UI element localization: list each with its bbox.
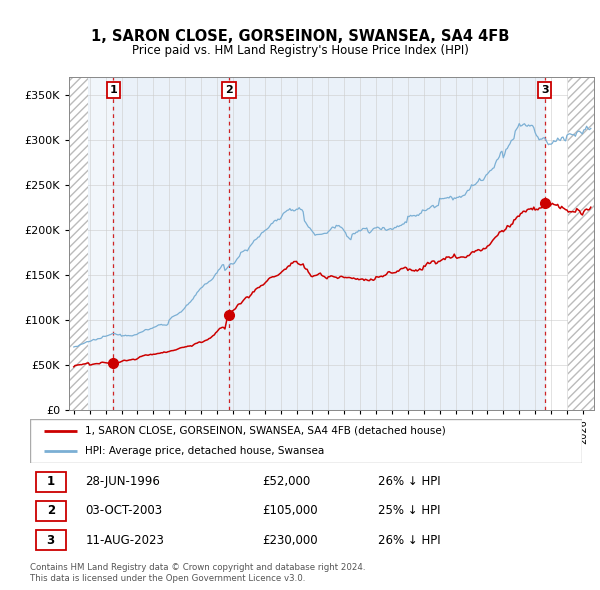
Bar bbox=[35, 471, 66, 491]
Bar bbox=[88, 77, 113, 410]
Bar bbox=[35, 530, 66, 550]
Text: 1: 1 bbox=[110, 85, 117, 95]
Text: 1, SARON CLOSE, GORSEINON, SWANSEA, SA4 4FB: 1, SARON CLOSE, GORSEINON, SWANSEA, SA4 … bbox=[91, 29, 509, 44]
Text: 03-OCT-2003: 03-OCT-2003 bbox=[85, 504, 163, 517]
Text: £105,000: £105,000 bbox=[262, 504, 317, 517]
Text: 28-JUN-1996: 28-JUN-1996 bbox=[85, 475, 160, 488]
Bar bbox=[229, 77, 545, 410]
Text: 25% ↓ HPI: 25% ↓ HPI bbox=[378, 504, 440, 517]
Text: 26% ↓ HPI: 26% ↓ HPI bbox=[378, 534, 440, 547]
Text: HPI: Average price, detached house, Swansea: HPI: Average price, detached house, Swan… bbox=[85, 446, 325, 456]
Text: 2: 2 bbox=[47, 504, 55, 517]
Text: £52,000: £52,000 bbox=[262, 475, 310, 488]
Text: Price paid vs. HM Land Registry's House Price Index (HPI): Price paid vs. HM Land Registry's House … bbox=[131, 44, 469, 57]
Text: 26% ↓ HPI: 26% ↓ HPI bbox=[378, 475, 440, 488]
Text: 2: 2 bbox=[225, 85, 233, 95]
Bar bbox=[113, 77, 229, 410]
Text: 1, SARON CLOSE, GORSEINON, SWANSEA, SA4 4FB (detached house): 1, SARON CLOSE, GORSEINON, SWANSEA, SA4 … bbox=[85, 426, 446, 436]
Text: 3: 3 bbox=[47, 534, 55, 547]
Bar bbox=[35, 501, 66, 521]
Text: £230,000: £230,000 bbox=[262, 534, 317, 547]
Text: 1: 1 bbox=[47, 475, 55, 488]
Text: Contains HM Land Registry data © Crown copyright and database right 2024.
This d: Contains HM Land Registry data © Crown c… bbox=[30, 563, 365, 583]
Text: 3: 3 bbox=[541, 85, 548, 95]
Text: 11-AUG-2023: 11-AUG-2023 bbox=[85, 534, 164, 547]
